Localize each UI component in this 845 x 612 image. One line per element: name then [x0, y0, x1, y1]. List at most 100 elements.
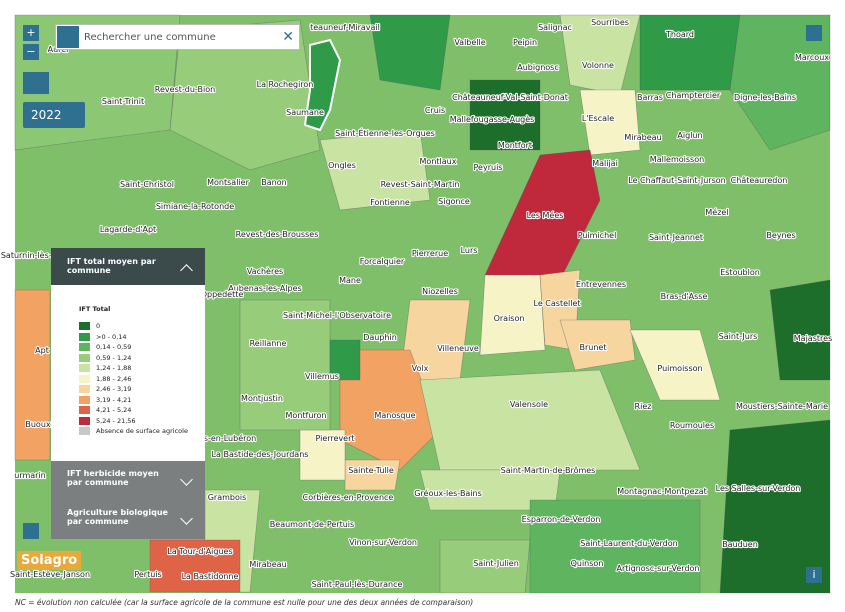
legend-label: 1,24 - 1,88	[96, 364, 132, 373]
zoom-in[interactable]: +	[23, 25, 39, 41]
commune-label: Montjustin	[241, 394, 283, 403]
commune-label: Sainte-Tulle	[348, 466, 394, 475]
fullscreen-button[interactable]	[806, 25, 822, 41]
legend-swatch	[79, 416, 90, 425]
commune-label: Cruis	[425, 106, 445, 115]
commune-label: Grambois	[208, 493, 247, 502]
commune-label: Gréoux-les-Bains	[414, 488, 482, 498]
commune-label: Corbières-en-Provence	[303, 492, 394, 502]
legend-label: 3,19 - 4,21	[96, 395, 132, 404]
commune-label: Peipin	[513, 38, 537, 47]
commune-label: Brunet	[580, 343, 607, 352]
commune-label: Buoux	[25, 420, 51, 429]
commune-label: Sourribes	[591, 18, 629, 27]
commune-label: Mézel	[705, 207, 728, 217]
search-box[interactable]: Rechercher une commune ✕	[55, 24, 300, 50]
panel-header[interactable]: IFT herbicide moyen par commune	[51, 461, 205, 500]
commune-label: Oppedette	[201, 290, 244, 299]
legend-label: 2,46 - 3,19	[96, 385, 132, 394]
panel-title: IFT total moyen par commune	[67, 257, 156, 275]
legend-item: 0,14 - 0,59	[79, 342, 205, 353]
selected-commune[interactable]	[303, 38, 342, 132]
commune-label: Mallemoisson	[650, 155, 704, 164]
commune-label: Quinson	[571, 559, 604, 568]
info-button[interactable]: i	[806, 567, 822, 583]
commune-label: Saint-Martin-de-Brômes	[501, 465, 596, 475]
footnote: NC = évolution non calculée (car la surf…	[15, 598, 474, 607]
commune-label: Montfort	[498, 141, 532, 150]
commune-label: La Tour-d'Aigues	[167, 547, 232, 556]
commune-label: Moustiers-Sainte-Marie	[736, 402, 828, 411]
legend-item: 0,59 - 1,24	[79, 353, 205, 364]
legend-item: Absence de surface agricole	[79, 426, 205, 437]
commune-label: Valbelle	[454, 38, 485, 47]
legend-swatch	[79, 364, 90, 373]
panel-title: IFT herbicide moyen par commune	[67, 469, 159, 487]
commune-label: Malijai	[592, 159, 618, 168]
commune-label: Mirabeau	[249, 560, 286, 569]
commune-label: Salignac	[538, 23, 572, 32]
commune-label: Beaumont-de-Pertuis	[270, 520, 354, 529]
commune-label: Vinon-sur-Verdon	[349, 538, 417, 547]
panel-header[interactable]: IFT total moyen par commune	[51, 248, 205, 285]
commune-label: Simiane-la-Rotonde	[156, 202, 234, 211]
commune-areas	[14, 14, 831, 594]
expand-button[interactable]	[23, 523, 39, 539]
legend-label: 0,59 - 1,24	[96, 353, 132, 362]
commune-label: Les Mées	[527, 210, 564, 220]
commune-label: Roumoules	[670, 421, 714, 430]
commune-label: Majastres	[794, 334, 832, 343]
commune-label: Artignosc-sur-Verdon	[616, 564, 699, 573]
panel-title: Agriculture biologique par commune	[67, 508, 168, 526]
commune-label: Vachères	[247, 266, 283, 276]
commune-label: Volonne	[582, 61, 614, 70]
panel-header[interactable]: Agriculture biologique par commune	[51, 500, 205, 539]
zoom-out[interactable]: −	[23, 44, 39, 60]
commune-label: urmarin	[14, 471, 46, 480]
legend-label: 4,21 - 5,24	[96, 406, 132, 415]
commune-label: Forcalquier	[360, 257, 405, 266]
commune-label: Les Salles-sur-Verdon	[716, 484, 801, 493]
legend: IFT Total 0 >0 - 0,14 0,14 - 0,59 0,59 - 1,2…	[51, 285, 205, 461]
commune-label: Revest-du-Bion	[155, 85, 215, 94]
legend-swatch	[79, 322, 90, 331]
legend-item: 0	[79, 321, 205, 332]
legend-swatch	[79, 427, 90, 436]
legend-swatch	[79, 353, 90, 362]
legend-label: 0,14 - 0,59	[96, 343, 132, 352]
legend-swatch	[79, 332, 90, 341]
commune-label: Pierrevert	[315, 434, 354, 443]
year-select[interactable]: 2022	[23, 102, 85, 128]
commune-label: Champtercier	[666, 91, 721, 100]
commune-label: Digne-les-Bains	[734, 93, 796, 102]
commune-label: Saint-Laurent-du-Verdon	[580, 539, 677, 548]
commune-label: Mirabeau	[624, 133, 661, 142]
commune-label: Saint-Jurs	[719, 332, 758, 341]
commune-label: Fontienne	[370, 198, 410, 207]
commune-label: Lurs	[461, 246, 478, 255]
commune-label: Châteauredon	[731, 176, 788, 185]
commune-label: Revest-des-Brousses	[236, 230, 319, 239]
layers-button[interactable]	[23, 72, 49, 94]
legend-item: >0 - 0,14	[79, 332, 205, 343]
commune-label: Revest-Saint-Martin	[381, 180, 460, 189]
commune-label: La Bastide-des-Jourdans	[212, 450, 309, 459]
commune-label: Beynes	[766, 231, 795, 240]
commune-label: Manosque	[374, 411, 415, 420]
search-placeholder: Rechercher une commune	[84, 31, 216, 43]
commune-label: Villemus	[305, 372, 339, 381]
commune-label: Barras	[637, 93, 663, 102]
commune-label: Saint-Jeannet	[649, 233, 703, 242]
legend-item: 3,19 - 4,21	[79, 395, 205, 406]
legend-item: 4,21 - 5,24	[79, 405, 205, 416]
commune-label: Marcoux	[795, 53, 829, 62]
legend-item: 5,24 - 21,56	[79, 416, 205, 427]
commune-label: Le Castellet	[534, 299, 581, 308]
commune-label: Puimichel	[578, 231, 617, 240]
commune-label: Dauphin	[363, 333, 397, 342]
commune-label: Oraison	[494, 314, 525, 323]
legend-item: 2,46 - 3,19	[79, 384, 205, 395]
commune-label: Riez	[635, 402, 652, 411]
commune-label: Châteauneuf-Val-Saint-Donat	[452, 93, 568, 102]
legend-label: 5,24 - 21,56	[96, 416, 136, 425]
